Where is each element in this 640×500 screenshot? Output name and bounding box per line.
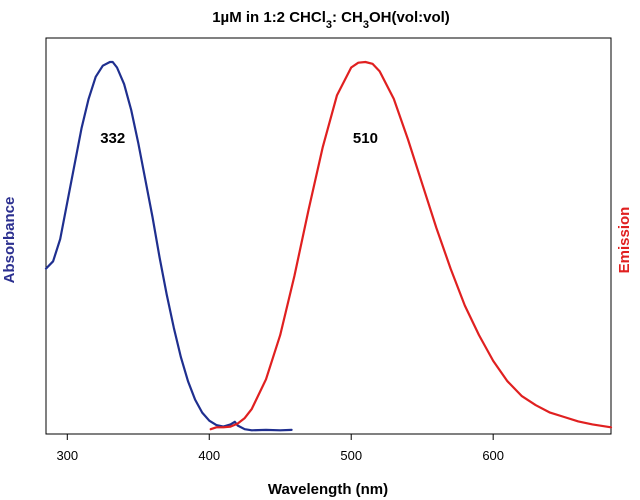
emission-series-line [209, 60, 613, 431]
right-y-axis-label: Emission [616, 207, 633, 274]
series-layer [44, 60, 613, 432]
left-y-axis-label: Absorbance [1, 197, 18, 284]
plot-frame [45, 37, 612, 435]
x-tick-label: 400 [198, 448, 220, 463]
peak-label: 510 [353, 130, 378, 147]
absorbance-series-line [44, 60, 293, 432]
peak-label: 332 [100, 130, 125, 147]
x-axis-label: Wavelength (nm) [268, 481, 388, 498]
x-tick-label: 300 [56, 448, 78, 463]
x-axis-ticks: 300 400 500 600 [56, 434, 504, 463]
x-tick-label: 500 [340, 448, 362, 463]
chart-title: 1µM in 1:2 CHCl3: CH3OH(vol:vol) [212, 9, 450, 31]
annotation-layer: 332 510 [100, 130, 378, 147]
x-tick-label: 600 [482, 448, 504, 463]
